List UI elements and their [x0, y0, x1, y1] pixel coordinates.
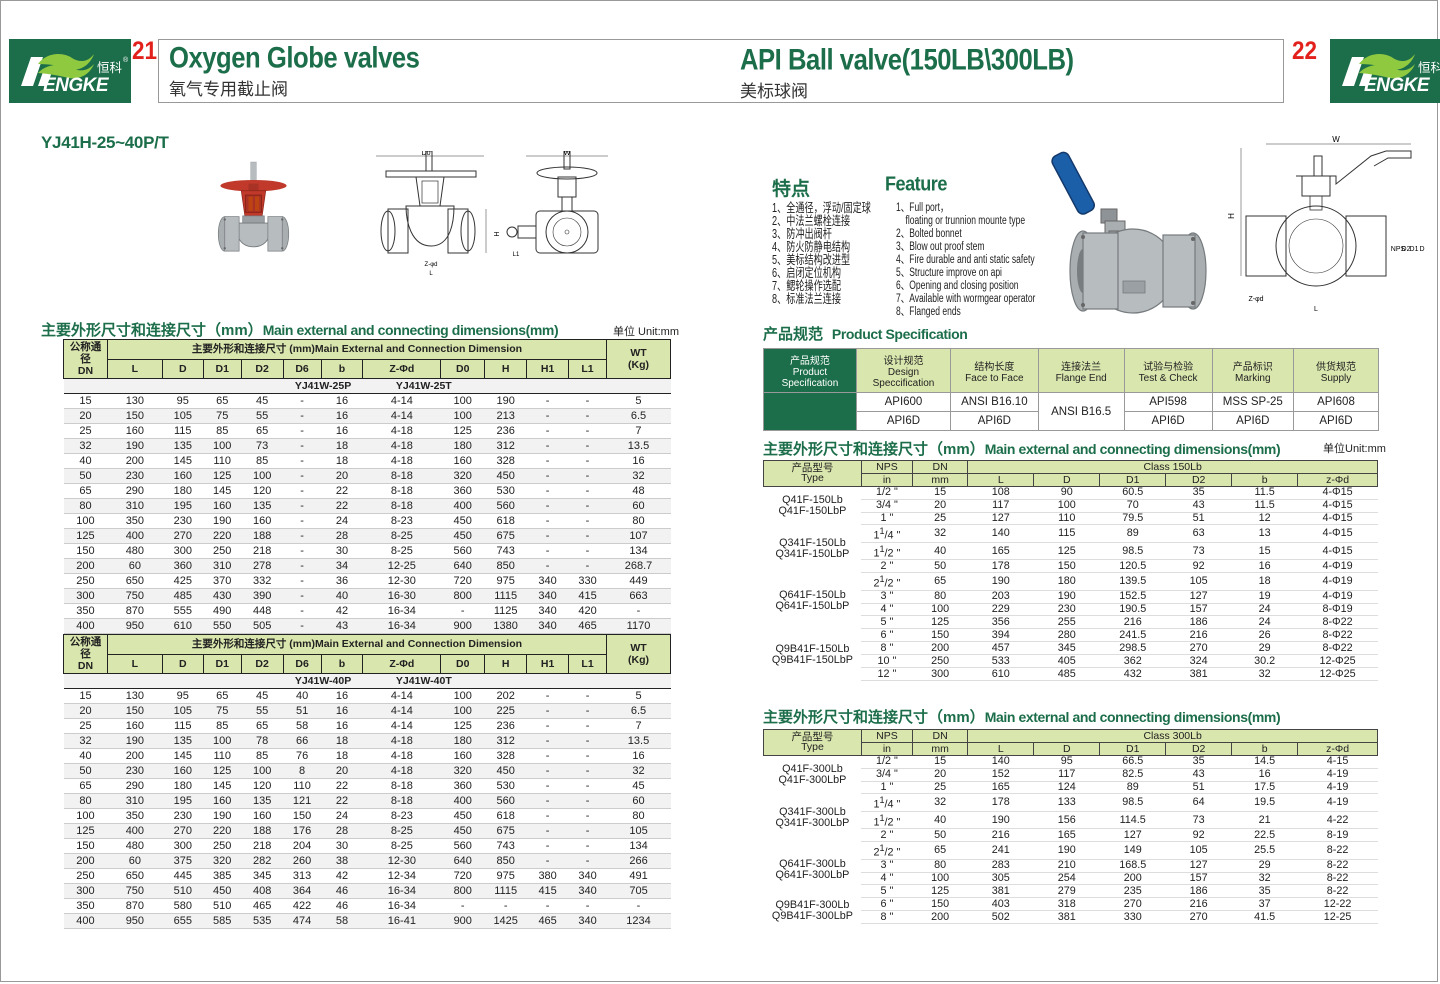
- svg-text:D1: D1: [1410, 246, 1419, 253]
- svg-text:ENGKE: ENGKE: [1364, 75, 1431, 96]
- svg-text:L1: L1: [513, 252, 520, 258]
- svg-text:D: D: [1419, 246, 1424, 253]
- svg-text:W: W: [1332, 136, 1340, 144]
- svg-text:D0: D0: [422, 151, 431, 157]
- svg-text:Z-φd: Z-φd: [1248, 296, 1263, 303]
- svg-text:®: ®: [123, 56, 129, 64]
- svg-text:H: H: [1227, 213, 1236, 219]
- svg-text:L: L: [429, 271, 433, 277]
- svg-text:恒科: 恒科: [97, 61, 123, 75]
- svg-text:L: L: [1314, 306, 1318, 313]
- svg-text:恒科: 恒科: [1418, 61, 1440, 75]
- svg-text:ENGKE: ENGKE: [43, 75, 110, 96]
- svg-text:Z-φd: Z-φd: [425, 262, 438, 268]
- svg-text:W: W: [564, 151, 571, 157]
